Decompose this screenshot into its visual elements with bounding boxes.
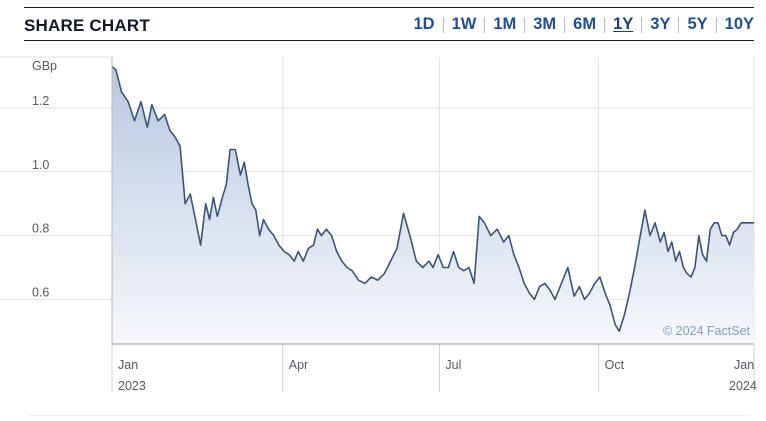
range-selector: 1D 1W 1M 3M 6M 1Y 3Y 5Y 10Y: [405, 15, 754, 34]
range-5y-button[interactable]: 5Y: [687, 15, 708, 33]
price-area-fill: [112, 66, 754, 344]
range-separator: [564, 16, 566, 33]
range-separator: [524, 16, 526, 33]
share-chart-header: SHARE CHART 1D 1W 1M 3M 6M 1Y 3Y 5Y 10Y: [24, 7, 754, 41]
range-10y-button[interactable]: 10Y: [724, 15, 754, 33]
x-tick-label: Jan: [118, 358, 138, 372]
x-tick-label: Jan: [734, 358, 754, 372]
range-separator: [641, 16, 643, 33]
y-tick-label: 1.0: [32, 158, 49, 172]
x-tick-year-label: 2023: [118, 379, 146, 393]
range-separator: [484, 16, 486, 33]
range-1y-button[interactable]: 1Y: [613, 15, 634, 33]
range-6m-button[interactable]: 6M: [573, 15, 597, 33]
range-separator: [604, 16, 606, 33]
factset-credit: © 2024 FactSet: [663, 324, 751, 338]
x-tick-year-label: 2024: [729, 379, 757, 393]
y-tick-label: 0.6: [32, 285, 49, 299]
range-1m-button[interactable]: 1M: [493, 15, 517, 33]
y-tick-label: 1.2: [32, 94, 49, 108]
x-tick-label: Oct: [605, 358, 625, 372]
footer-divider: [30, 415, 750, 416]
price-line: [111, 65, 754, 332]
x-tick-label: Jul: [445, 358, 461, 372]
y-axis-unit-label: GBp: [32, 59, 57, 73]
range-1w-button[interactable]: 1W: [451, 15, 477, 33]
range-3y-button[interactable]: 3Y: [650, 15, 671, 33]
range-3m-button[interactable]: 3M: [533, 15, 557, 33]
x-tick-label: Apr: [289, 358, 308, 372]
y-tick-label: 0.8: [32, 222, 49, 236]
range-separator: [678, 16, 680, 33]
range-separator: [715, 16, 717, 33]
chart-title: SHARE CHART: [24, 16, 150, 35]
range-separator: [442, 16, 444, 33]
range-1d-button[interactable]: 1D: [413, 15, 435, 33]
